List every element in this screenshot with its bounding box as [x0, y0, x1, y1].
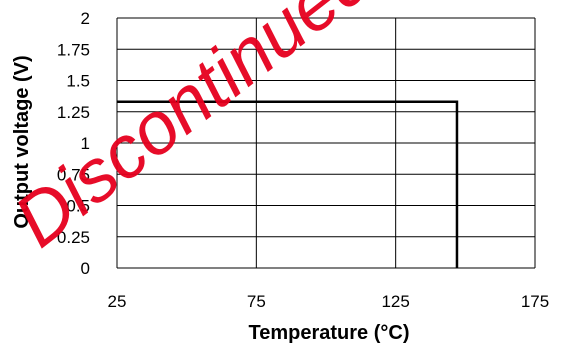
series-layer	[117, 100, 459, 268]
voltage-line	[117, 100, 459, 268]
grid	[116, 17, 536, 269]
x-tick-labels: 25 75 125 175	[108, 292, 550, 311]
y-tick-label: 1	[81, 134, 90, 153]
y-tick-labels: 0 0.25 0.5 0.75 1 1.25 1.5 1.75 2	[57, 9, 90, 278]
y-tick-label: 2	[81, 9, 90, 28]
y-tick-label: 0	[81, 259, 90, 278]
y-tick-label: 0.5	[66, 197, 90, 216]
y-tick-label: 0.75	[57, 165, 90, 184]
y-axis-title: Output voltage (V)	[11, 55, 33, 228]
y-tick-label: 1.5	[66, 72, 90, 91]
y-tick-label: 0.25	[57, 228, 90, 247]
x-tick-label: 75	[247, 292, 266, 311]
y-tick-label: 1.25	[57, 103, 90, 122]
x-tick-label: 25	[108, 292, 127, 311]
x-axis-title: Temperature (°C)	[249, 322, 410, 344]
x-tick-label: 175	[521, 292, 549, 311]
y-tick-label: 1.75	[57, 40, 90, 59]
x-tick-label: 125	[381, 292, 409, 311]
